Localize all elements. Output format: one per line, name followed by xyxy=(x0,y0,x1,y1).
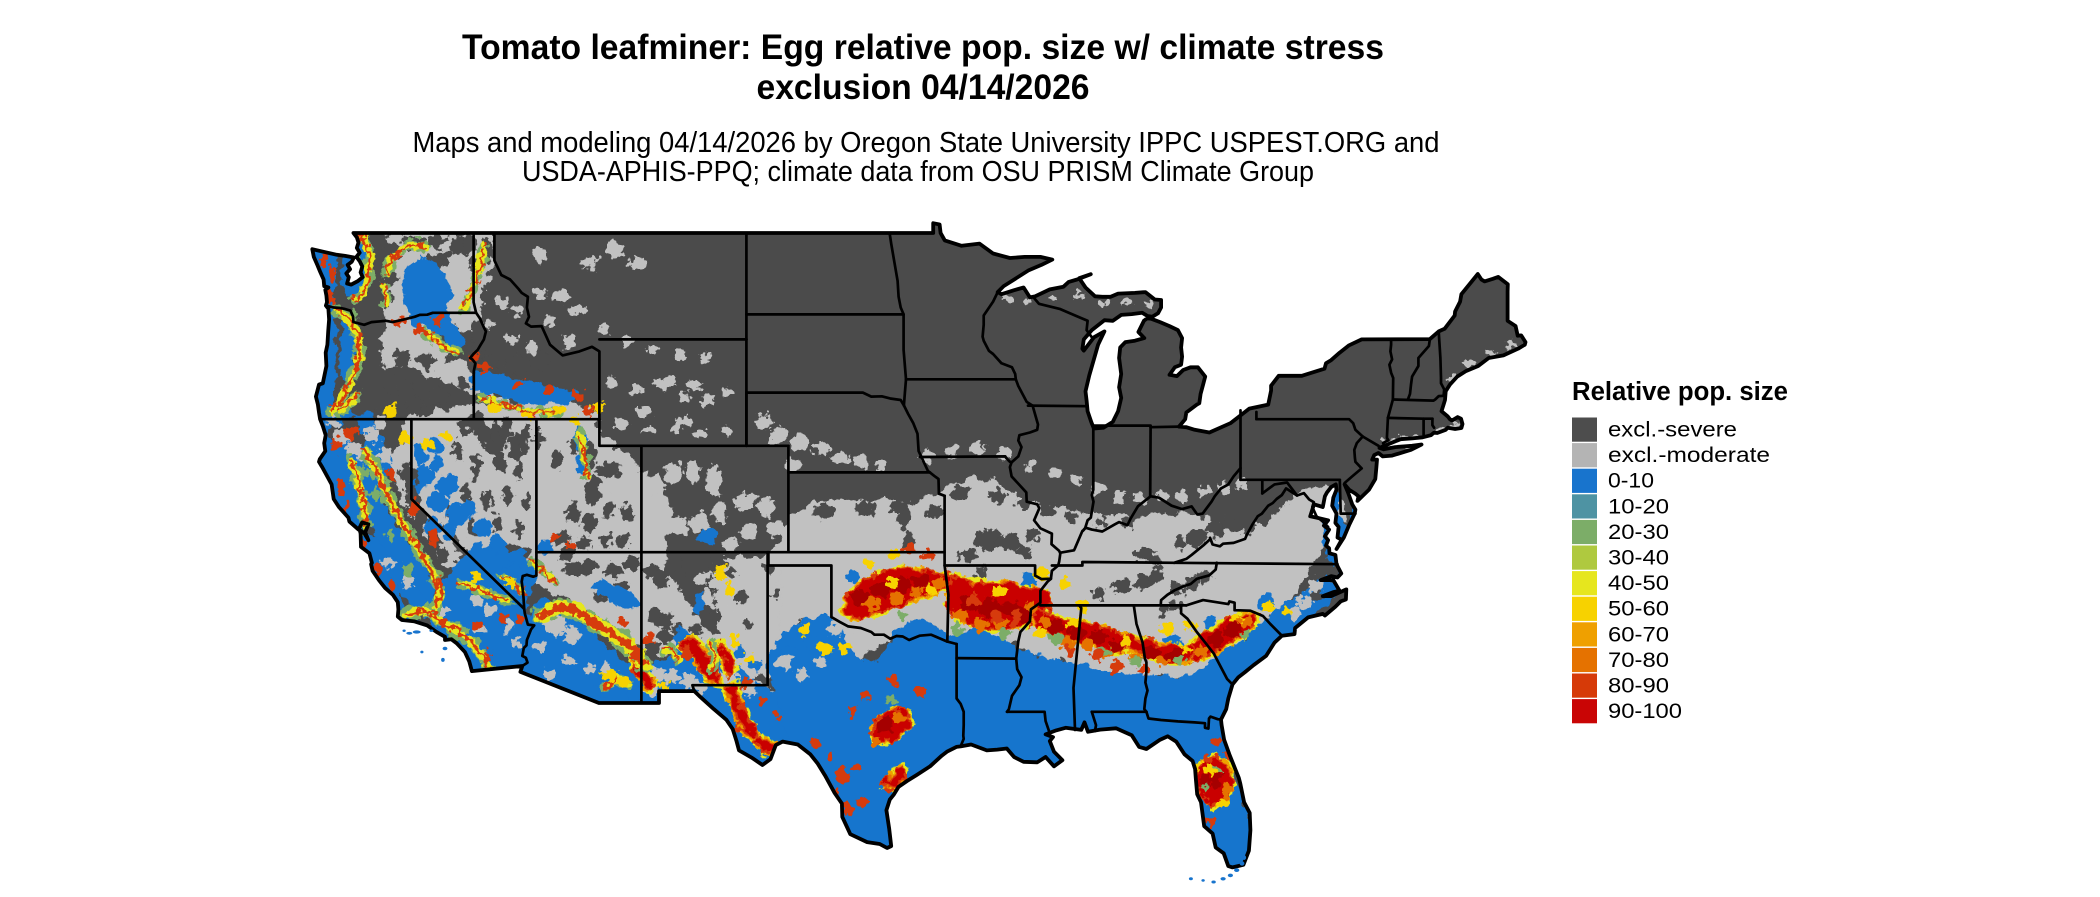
svg-text:70-80: 70-80 xyxy=(1608,648,1669,672)
svg-text:0-10: 0-10 xyxy=(1608,469,1654,493)
svg-text:80-90: 80-90 xyxy=(1608,674,1669,698)
svg-text:Tomato leafminer: Egg relative: Tomato leafminer: Egg relative pop. size… xyxy=(462,28,1384,67)
svg-text:Maps and modeling 04/14/2026 b: Maps and modeling 04/14/2026 by Oregon S… xyxy=(413,127,1440,159)
svg-text:90-100: 90-100 xyxy=(1608,699,1682,723)
svg-text:10-20: 10-20 xyxy=(1608,494,1669,518)
svg-text:40-50: 40-50 xyxy=(1608,571,1669,595)
svg-text:50-60: 50-60 xyxy=(1608,597,1669,621)
svg-text:20-30: 20-30 xyxy=(1608,520,1669,544)
svg-text:USDA-APHIS-PPQ; climate data f: USDA-APHIS-PPQ; climate data from OSU PR… xyxy=(522,156,1314,188)
svg-text:exclusion 04/14/2026: exclusion 04/14/2026 xyxy=(757,68,1090,107)
svg-text:30-40: 30-40 xyxy=(1608,546,1669,570)
svg-text:excl.-moderate: excl.-moderate xyxy=(1608,443,1770,467)
svg-text:Relative pop. size: Relative pop. size xyxy=(1572,378,1788,406)
svg-text:60-70: 60-70 xyxy=(1608,622,1669,646)
svg-text:excl.-severe: excl.-severe xyxy=(1608,418,1737,442)
